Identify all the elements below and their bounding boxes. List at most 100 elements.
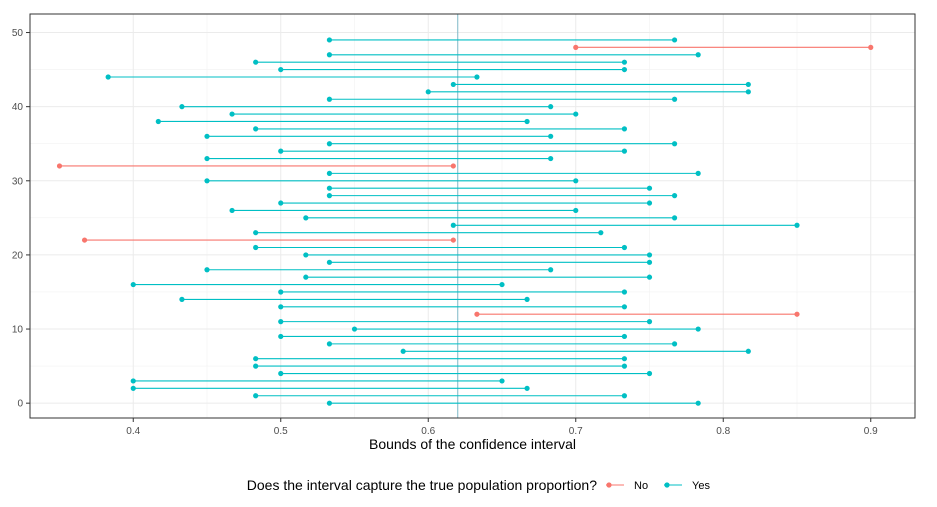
interval-lower-point (105, 74, 111, 80)
interval (229, 111, 579, 117)
interval-upper-point (621, 59, 628, 65)
legend-key-no: No (606, 480, 648, 492)
interval (253, 230, 604, 236)
interval-upper-point (646, 185, 653, 191)
interval-upper-point (621, 126, 628, 132)
interval-lower-point (278, 289, 284, 295)
y-tick-label: 50 (12, 28, 24, 39)
interval-lower-point (278, 200, 284, 206)
interval (326, 193, 678, 199)
interval-lower-point (278, 333, 284, 340)
interval-lower-point (425, 89, 431, 95)
interval (253, 356, 628, 362)
interval-upper-point (745, 81, 751, 88)
interval-lower-point (253, 363, 259, 369)
interval-lower-point (326, 193, 333, 199)
interval (253, 363, 628, 369)
x-tick-label: 0.6 (421, 426, 435, 437)
interval (400, 348, 751, 354)
interval-upper-point (671, 341, 678, 347)
interval (253, 59, 628, 65)
interval-lower-point (278, 66, 284, 73)
interval (303, 215, 678, 221)
legend-swatch-point (606, 482, 612, 488)
interval (130, 378, 505, 384)
interval-lower-point (229, 111, 235, 117)
interval-lower-point (204, 133, 210, 139)
interval-upper-point (621, 148, 628, 154)
legend-title: Does the interval capture the true popul… (247, 477, 597, 493)
interval-lower-point (450, 222, 456, 228)
legend-key-yes: Yes (664, 480, 710, 492)
interval (130, 385, 530, 391)
interval-upper-point (695, 170, 701, 176)
interval (278, 200, 653, 206)
interval (351, 326, 701, 332)
interval-lower-point (326, 141, 333, 147)
interval (179, 296, 530, 302)
interval-lower-point (253, 393, 259, 399)
interval-upper-point (695, 400, 701, 406)
interval-lower-point (326, 185, 333, 191)
interval-lower-point (81, 237, 88, 243)
interval (326, 170, 701, 176)
interval-upper-point (671, 96, 678, 102)
interval-upper-point (646, 370, 653, 377)
y-tick-label: 20 (12, 250, 24, 261)
interval-upper-point (548, 267, 554, 273)
interval (204, 133, 554, 139)
interval (573, 44, 874, 50)
interval-upper-point (621, 333, 628, 340)
interval (204, 155, 554, 162)
interval-upper-point (621, 244, 628, 251)
interval-upper-point (524, 296, 530, 302)
x-tick-label: 0.8 (716, 426, 730, 437)
interval (326, 341, 678, 347)
interval-lower-point (351, 326, 358, 332)
interval-lower-point (278, 148, 284, 154)
x-tick-label: 0.7 (569, 426, 583, 437)
interval-lower-point (450, 81, 456, 88)
interval-upper-point (499, 378, 505, 384)
interval-lower-point (253, 230, 259, 236)
interval-upper-point (548, 104, 554, 110)
interval-lower-point (474, 311, 480, 317)
legend: Does the interval capture the true popul… (247, 477, 711, 493)
interval (326, 185, 653, 191)
interval (130, 281, 505, 288)
interval-lower-point (253, 126, 259, 132)
interval-upper-point (646, 274, 653, 280)
interval-upper-point (524, 118, 530, 125)
interval-upper-point (671, 215, 678, 221)
interval-upper-point (646, 200, 653, 206)
interval (204, 178, 579, 184)
interval-lower-point (229, 207, 235, 214)
interval (278, 304, 628, 310)
interval-upper-point (524, 385, 530, 391)
interval-lower-point (204, 267, 210, 273)
interval-upper-point (499, 281, 505, 288)
interval (278, 333, 628, 340)
interval-upper-point (671, 193, 678, 199)
interval-upper-point (794, 311, 800, 317)
interval-upper-point (745, 89, 751, 95)
interval-lower-point (253, 356, 259, 362)
interval (278, 148, 628, 154)
interval-lower-point (179, 104, 185, 110)
interval-upper-point (621, 304, 628, 310)
interval-lower-point (204, 155, 210, 162)
legend-label: Yes (692, 480, 710, 492)
interval-lower-point (326, 400, 333, 406)
interval-upper-point (671, 37, 678, 43)
interval-upper-point (646, 319, 653, 325)
interval-upper-point (621, 66, 628, 73)
interval (179, 104, 554, 110)
y-tick-label: 40 (12, 102, 24, 113)
interval-lower-point (326, 37, 333, 43)
interval-lower-point (130, 378, 136, 384)
interval-lower-point (326, 52, 333, 58)
interval-upper-point (695, 52, 701, 58)
interval-upper-point (621, 363, 628, 369)
